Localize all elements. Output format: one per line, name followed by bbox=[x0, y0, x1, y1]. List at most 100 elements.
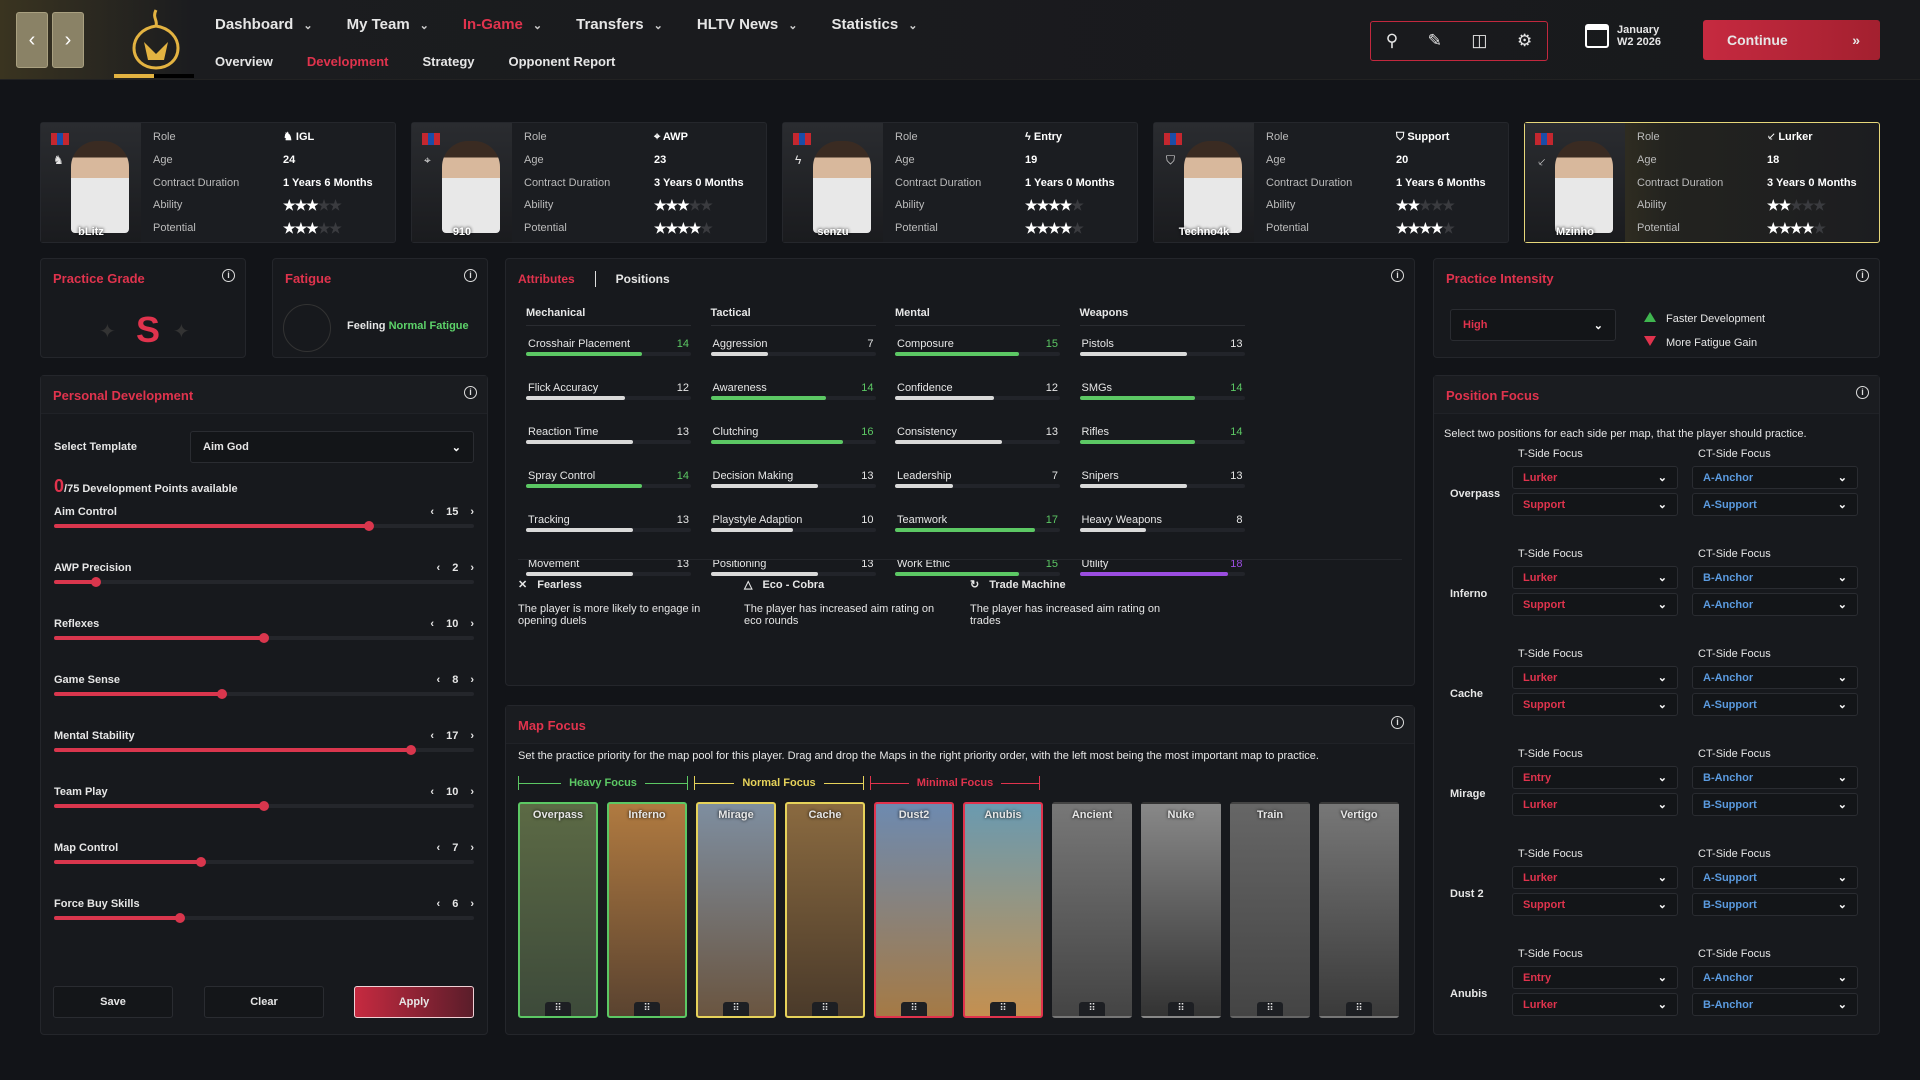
drag-handle-icon[interactable]: ⠿ bbox=[812, 1002, 838, 1016]
game-date[interactable]: January W2 2026 bbox=[1585, 24, 1661, 48]
t-position-dropdown[interactable]: Entry ⌄ bbox=[1512, 766, 1678, 789]
slider-track[interactable] bbox=[54, 745, 474, 755]
chevron-right-icon[interactable]: › bbox=[470, 842, 474, 854]
apply-button[interactable]: Apply bbox=[354, 986, 474, 1018]
t-position-dropdown[interactable]: Support ⌄ bbox=[1512, 493, 1678, 516]
drag-handle-icon[interactable]: ⠿ bbox=[901, 1002, 927, 1016]
subnav-opponent-report[interactable]: Opponent Report bbox=[508, 54, 616, 69]
clear-button[interactable]: Clear bbox=[204, 986, 324, 1018]
chevron-left-icon[interactable]: ‹ bbox=[430, 506, 435, 518]
slider-track[interactable] bbox=[54, 857, 474, 867]
map-card-vertigo[interactable]: Vertigo ⠿ bbox=[1319, 802, 1399, 1018]
tab-positions[interactable]: Positions bbox=[615, 272, 670, 286]
slider-track[interactable] bbox=[54, 801, 474, 811]
drag-handle-icon[interactable]: ⠿ bbox=[1079, 1002, 1105, 1016]
chevron-left-icon[interactable]: ‹ bbox=[436, 898, 441, 910]
team-logo[interactable] bbox=[128, 8, 184, 70]
info-icon[interactable]: i bbox=[1391, 269, 1404, 282]
drag-handle-icon[interactable]: ⠿ bbox=[1346, 1002, 1372, 1016]
chevron-left-icon[interactable]: ‹ bbox=[436, 842, 441, 854]
t-position-dropdown[interactable]: Support ⌄ bbox=[1512, 893, 1678, 916]
chevron-right-icon[interactable]: › bbox=[470, 562, 474, 574]
ct-position-dropdown[interactable]: B-Support ⌄ bbox=[1692, 793, 1858, 816]
slider-handle[interactable] bbox=[364, 521, 374, 531]
chevron-right-icon[interactable]: › bbox=[470, 506, 474, 518]
slider-handle[interactable] bbox=[217, 689, 227, 699]
map-card-overpass[interactable]: Overpass ⠿ bbox=[518, 802, 598, 1018]
info-icon[interactable]: i bbox=[464, 269, 477, 282]
slider-track[interactable] bbox=[54, 577, 474, 587]
nav-in-game[interactable]: In-Game ⌄ bbox=[463, 16, 542, 33]
back-button[interactable]: ‹ bbox=[16, 12, 48, 68]
chevron-left-icon[interactable]: ‹ bbox=[430, 786, 435, 798]
tab-attributes[interactable]: Attributes bbox=[518, 272, 575, 286]
continue-button[interactable]: Continue » bbox=[1703, 20, 1880, 60]
slider-handle[interactable] bbox=[406, 745, 416, 755]
drag-handle-icon[interactable]: ⠿ bbox=[990, 1002, 1016, 1016]
template-dropdown[interactable]: Aim God ⌄ bbox=[190, 431, 474, 463]
forward-button[interactable]: › bbox=[52, 12, 84, 68]
chevron-left-icon[interactable]: ‹ bbox=[430, 618, 435, 630]
nav-hltv-news[interactable]: HLTV News ⌄ bbox=[697, 16, 798, 33]
chevron-right-icon[interactable]: › bbox=[470, 786, 474, 798]
subnav-overview[interactable]: Overview bbox=[215, 54, 273, 69]
ct-position-dropdown[interactable]: A-Support ⌄ bbox=[1692, 493, 1858, 516]
t-position-dropdown[interactable]: Support ⌄ bbox=[1512, 693, 1678, 716]
t-position-dropdown[interactable]: Lurker ⌄ bbox=[1512, 866, 1678, 889]
player-card[interactable]: ⸔ Mzinho Role ⸔ Lurker Age 18 Contract Duratio… bbox=[1524, 122, 1880, 243]
slider-track[interactable] bbox=[54, 633, 474, 643]
edit-icon[interactable]: ✎ bbox=[1427, 31, 1442, 50]
ct-position-dropdown[interactable]: A-Support ⌄ bbox=[1692, 866, 1858, 889]
info-icon[interactable]: i bbox=[1391, 716, 1404, 729]
intensity-dropdown[interactable]: High ⌄ bbox=[1450, 309, 1616, 341]
search-icon[interactable]: ⚲ bbox=[1385, 31, 1399, 50]
map-card-mirage[interactable]: Mirage ⠿ bbox=[696, 802, 776, 1018]
ct-position-dropdown[interactable]: B-Anchor ⌄ bbox=[1692, 566, 1858, 589]
t-position-dropdown[interactable]: Lurker ⌄ bbox=[1512, 993, 1678, 1016]
slider-handle[interactable] bbox=[196, 857, 206, 867]
map-card-nuke[interactable]: Nuke ⠿ bbox=[1141, 802, 1221, 1018]
chevron-right-icon[interactable]: › bbox=[470, 898, 474, 910]
ct-position-dropdown[interactable]: A-Anchor ⌄ bbox=[1692, 593, 1858, 616]
save-button[interactable]: Save bbox=[53, 986, 173, 1018]
map-card-ancient[interactable]: Ancient ⠿ bbox=[1052, 802, 1132, 1018]
info-icon[interactable]: i bbox=[1856, 386, 1869, 399]
player-card[interactable]: ϟ senzu Role ϟ Entry Age 19 Contract Duration 1… bbox=[782, 122, 1138, 243]
chevron-right-icon[interactable]: › bbox=[470, 618, 474, 630]
map-card-cache[interactable]: Cache ⠿ bbox=[785, 802, 865, 1018]
info-icon[interactable]: i bbox=[464, 386, 477, 399]
gear-icon[interactable]: ⚙ bbox=[1516, 31, 1533, 50]
chevron-left-icon[interactable]: ‹ bbox=[430, 730, 435, 742]
compare-icon[interactable]: ◫ bbox=[1471, 31, 1488, 50]
nav-statistics[interactable]: Statistics ⌄ bbox=[832, 16, 918, 33]
drag-handle-icon[interactable]: ⠿ bbox=[1257, 1002, 1283, 1016]
player-card[interactable]: ♞ bLitz Role ♞ IGL Age 24 Contract Duration 1 Y… bbox=[40, 122, 396, 243]
map-card-dust2[interactable]: Dust2 ⠿ bbox=[874, 802, 954, 1018]
nav-my-team[interactable]: My Team ⌄ bbox=[347, 16, 429, 33]
subnav-development[interactable]: Development bbox=[306, 54, 389, 69]
slider-handle[interactable] bbox=[175, 913, 185, 923]
t-position-dropdown[interactable]: Lurker ⌄ bbox=[1512, 793, 1678, 816]
info-icon[interactable]: i bbox=[222, 269, 235, 282]
chevron-right-icon[interactable]: › bbox=[470, 730, 474, 742]
map-card-inferno[interactable]: Inferno ⠿ bbox=[607, 802, 687, 1018]
player-card[interactable]: ⌖ 910 Role ⌖ AWP Age 23 Contract Duration 3 Yea… bbox=[411, 122, 767, 243]
ct-position-dropdown[interactable]: A-Anchor ⌄ bbox=[1692, 666, 1858, 689]
t-position-dropdown[interactable]: Lurker ⌄ bbox=[1512, 666, 1678, 689]
drag-handle-icon[interactable]: ⠿ bbox=[634, 1002, 660, 1016]
slider-track[interactable] bbox=[54, 689, 474, 699]
map-card-anubis[interactable]: Anubis ⠿ bbox=[963, 802, 1043, 1018]
slider-handle[interactable] bbox=[259, 633, 269, 643]
t-position-dropdown[interactable]: Entry ⌄ bbox=[1512, 966, 1678, 989]
ct-position-dropdown[interactable]: B-Anchor ⌄ bbox=[1692, 766, 1858, 789]
drag-handle-icon[interactable]: ⠿ bbox=[723, 1002, 749, 1016]
drag-handle-icon[interactable]: ⠿ bbox=[545, 1002, 571, 1016]
player-card[interactable]: ⛉ Techno4k Role ⛉ Support Age 20 Contract Dura… bbox=[1153, 122, 1509, 243]
nav-dashboard[interactable]: Dashboard ⌄ bbox=[215, 16, 313, 33]
t-position-dropdown[interactable]: Lurker ⌄ bbox=[1512, 466, 1678, 489]
slider-track[interactable] bbox=[54, 521, 474, 531]
t-position-dropdown[interactable]: Lurker ⌄ bbox=[1512, 566, 1678, 589]
drag-handle-icon[interactable]: ⠿ bbox=[1168, 1002, 1194, 1016]
ct-position-dropdown[interactable]: A-Support ⌄ bbox=[1692, 693, 1858, 716]
ct-position-dropdown[interactable]: B-Support ⌄ bbox=[1692, 893, 1858, 916]
